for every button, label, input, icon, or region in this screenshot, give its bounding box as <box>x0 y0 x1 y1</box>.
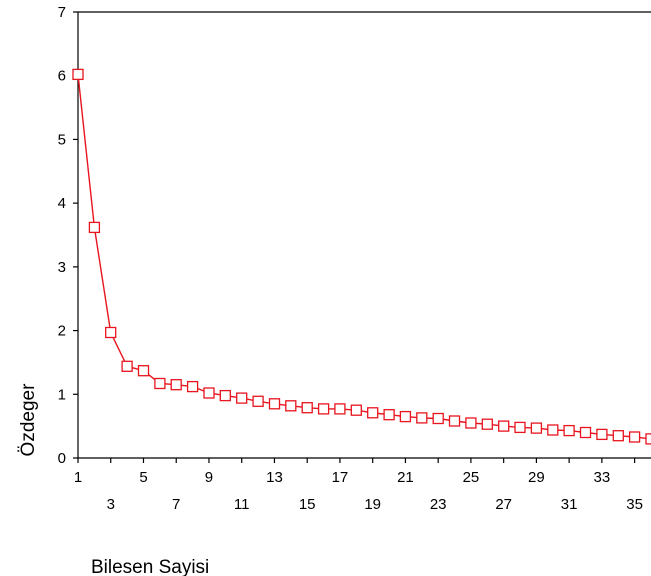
data-point-marker <box>121 360 133 372</box>
data-point-marker <box>170 379 182 391</box>
y-tick-label: 4 <box>58 195 66 212</box>
data-point-marker <box>432 412 444 425</box>
y-tick-label: 5 <box>58 131 66 148</box>
x-tick-label: 17 <box>332 469 349 486</box>
data-point-marker <box>628 431 641 443</box>
data-point-marker <box>72 68 84 81</box>
data-point-marker <box>219 389 231 402</box>
x-tick-label: 19 <box>364 496 381 513</box>
data-point-marker <box>579 426 592 439</box>
x-tick-label: 29 <box>528 469 545 486</box>
data-point-marker <box>186 380 199 393</box>
data-point-marker <box>596 428 608 441</box>
x-tick-label: 33 <box>594 469 611 486</box>
data-point-marker <box>154 377 166 390</box>
data-point-marker <box>285 400 297 412</box>
y-tick-label: 3 <box>58 259 66 276</box>
x-tick-label: 11 <box>234 496 250 513</box>
x-tick-label: 9 <box>205 469 213 486</box>
data-point-marker <box>334 403 346 415</box>
x-tick-label: 31 <box>561 496 578 513</box>
data-point-marker <box>416 412 428 424</box>
series <box>72 68 651 445</box>
data-point-marker <box>530 422 543 434</box>
y-tick-label: 2 <box>58 323 66 340</box>
x-tick-label: 1 <box>74 469 82 486</box>
x-tick-label: 35 <box>626 496 643 513</box>
data-point-marker <box>448 415 461 427</box>
data-point-marker <box>465 417 477 429</box>
data-point-marker <box>105 326 117 339</box>
x-tick-label: 15 <box>299 496 316 513</box>
x-tick-label: 21 <box>397 469 414 486</box>
axes <box>77 11 651 459</box>
y-tick-label: 0 <box>58 450 66 467</box>
data-point-marker <box>547 424 559 436</box>
y-tick-label: 7 <box>58 4 66 21</box>
y-tick-label: 1 <box>58 386 66 403</box>
data-point-marker <box>367 407 379 419</box>
data-point-marker <box>88 221 101 234</box>
data-point-marker <box>612 430 624 442</box>
y-axis-title: Özdeger <box>18 383 39 457</box>
data-point-marker <box>252 395 264 407</box>
x-tick-label: 25 <box>463 469 480 486</box>
data-point-marker <box>645 433 651 445</box>
data-point-marker <box>268 398 281 410</box>
x-tick-label: 5 <box>139 469 147 486</box>
x-tick-label: 3 <box>107 496 115 513</box>
data-point-marker <box>563 424 575 437</box>
y-tick-label: 6 <box>58 68 66 85</box>
data-point-marker <box>301 402 313 414</box>
x-tick-label: 13 <box>266 469 283 486</box>
data-point-marker <box>514 421 526 434</box>
x-axis-title: Bilesen Sayisi <box>91 557 209 576</box>
data-point-marker <box>383 409 395 421</box>
data-point-marker <box>203 387 215 399</box>
x-tick-label: 23 <box>430 496 447 513</box>
x-tick-label: 27 <box>495 496 512 513</box>
x-tick-label: 7 <box>172 496 180 513</box>
data-point-marker <box>350 404 362 416</box>
data-point-marker <box>481 418 493 430</box>
data-point-marker <box>399 410 412 423</box>
data-point-marker <box>236 392 248 404</box>
data-point-marker <box>137 365 150 377</box>
data-point-marker <box>498 420 510 432</box>
data-point-marker <box>317 403 330 415</box>
